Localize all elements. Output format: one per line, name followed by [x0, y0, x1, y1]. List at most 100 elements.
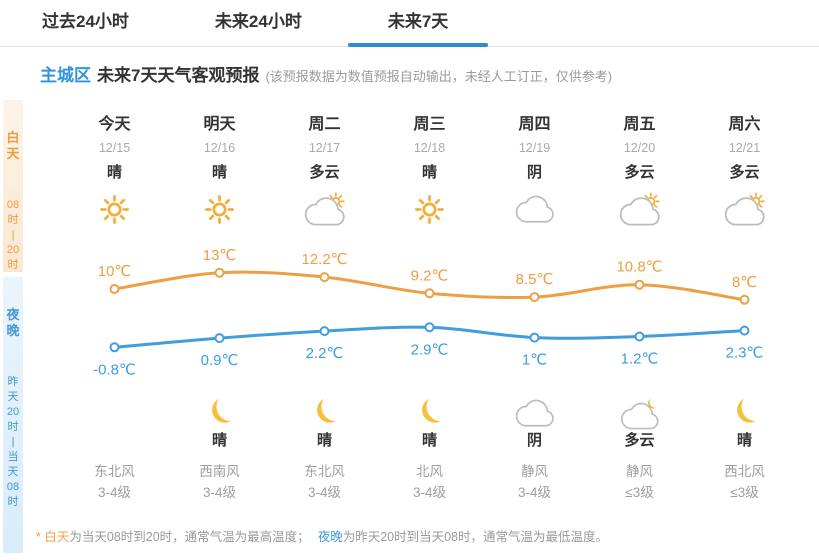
wind-direction: 西南风	[199, 464, 240, 479]
daytime-hours: 08 时 | 20 时	[6, 199, 20, 271]
day-forecast-row: 今天 12/15 晴 明天 12/16 晴 周二 12/17 多云 周三 12/…	[62, 101, 797, 233]
tab-past-24h[interactable]: 过去24小时	[42, 12, 129, 31]
sun-icon	[203, 191, 236, 227]
wind-level: 3-4级	[97, 485, 131, 500]
tab-next-24h[interactable]: 未来24小时	[214, 12, 302, 31]
temp-point	[529, 332, 540, 343]
moon-icon	[418, 397, 442, 429]
wind-level: ≤3级	[625, 485, 654, 500]
day-date: 12/20	[623, 141, 656, 155]
cloud-icon	[515, 191, 555, 227]
temp-point	[739, 325, 750, 336]
temp-label: 1.2℃	[621, 351, 659, 368]
forecast-column-day: 周六 12/21 多云	[692, 101, 797, 233]
temp-label: 9.2℃	[411, 267, 449, 284]
forecast-column-night: 晴 北风 3-4级	[377, 397, 482, 502]
temp-label: 2.2℃	[306, 345, 344, 362]
day-name: 今天	[98, 116, 131, 133]
daytime-label: 白 天	[6, 130, 20, 161]
wind-level: 3-4级	[412, 485, 446, 500]
night-label: 夜 晚	[6, 307, 20, 338]
cloud-sun-icon	[724, 191, 766, 227]
day-name: 周二	[308, 116, 341, 133]
forecast-column-day: 今天 12/15 晴	[62, 101, 167, 233]
temp-label: 2.3℃	[726, 345, 764, 362]
night-forecast-row: 东北风 3-4级 晴 西南风 3-4级 晴 东北风 3-4级 晴 北风 3-4级…	[62, 397, 797, 502]
sidebar-night-section: 夜 晚 昨 天 20 时 | 当 天 08 时	[3, 277, 23, 553]
forecast-column-day: 周四 12/19 阴	[482, 101, 587, 233]
cloud-moon-icon	[619, 397, 661, 429]
temp-label: 10.8℃	[616, 259, 662, 276]
temp-label: 13℃	[203, 247, 237, 264]
night-condition: 晴	[316, 432, 332, 449]
forecast-column-night: 多云 静风 ≤3级	[587, 397, 692, 502]
day-date: 12/17	[308, 141, 341, 155]
temp-point	[739, 294, 750, 305]
day-name: 周六	[728, 116, 761, 133]
sun-icon	[98, 191, 131, 227]
temperature-chart: 10℃ 13℃ 12.2℃ 9.2℃ 8.5℃ 10.8℃ 8℃ -0.8℃ 0.9℃ 2.2℃ 2…	[62, 233, 797, 397]
temp-point	[424, 288, 435, 299]
forecast-column-night: 东北风 3-4级	[62, 397, 167, 502]
wind-direction: 东北风	[304, 464, 345, 479]
day-date: 12/15	[98, 141, 131, 155]
wind-direction: 静风	[521, 464, 548, 479]
forecast-column-night: 晴 西南风 3-4级	[167, 397, 272, 502]
day-condition: 多云	[309, 164, 340, 181]
cloud-icon	[515, 397, 555, 429]
day-condition: 晴	[211, 164, 227, 181]
footnote-day-text: 为当天08时到20时，通常气温为最高温度；	[69, 530, 310, 544]
wind-level: ≤3级	[730, 485, 759, 500]
temp-label: -0.8℃	[93, 361, 136, 378]
wind-direction: 西北风	[724, 464, 765, 479]
night-condition: 晴	[211, 432, 227, 449]
page-title: 未来7天天气客观预报	[97, 66, 260, 85]
footnote: * 白天为当天08时到20时，通常气温为最高温度； 夜晚为昨天20时到当天08时，…	[36, 526, 819, 545]
wind-level: 3-4级	[202, 485, 236, 500]
wind-direction: 东北风	[94, 464, 135, 479]
moon-icon	[208, 397, 232, 429]
temp-point	[319, 272, 330, 283]
forecast-column-night: 晴 西北风 ≤3级	[692, 397, 797, 502]
day-condition: 阴	[526, 164, 542, 181]
temp-point	[424, 322, 435, 333]
forecast-column-night: 阴 静风 3-4级	[482, 397, 587, 502]
temp-point	[214, 333, 225, 344]
temp-label: 12.2℃	[301, 251, 347, 268]
wind-level: 3-4级	[517, 485, 551, 500]
forecast-column-day: 周三 12/18 晴	[377, 101, 482, 233]
footnote-day-label: 白天	[44, 530, 70, 544]
forecast-column-day: 周二 12/17 多云	[272, 101, 377, 233]
night-condition: 多云	[624, 432, 655, 449]
day-condition: 多云	[624, 164, 655, 181]
day-condition: 晴	[421, 164, 437, 181]
wind-direction: 静风	[626, 464, 653, 479]
wind-direction: 北风	[416, 464, 443, 479]
forecast-column-day: 明天 12/16 晴	[167, 101, 272, 233]
day-name: 周四	[518, 116, 551, 133]
tab-next-7days[interactable]: 未来7天	[388, 0, 448, 46]
temp-point	[529, 292, 540, 303]
temp-label: 2.9℃	[411, 341, 449, 358]
temp-point	[109, 284, 120, 294]
forecast-column-night: 晴 东北风 3-4级	[272, 397, 377, 502]
day-name: 周五	[623, 116, 656, 133]
temp-point	[319, 326, 330, 337]
temp-label: 1℃	[522, 352, 547, 369]
day-date: 12/19	[518, 141, 551, 155]
temp-point	[109, 342, 120, 353]
day-name: 明天	[203, 116, 236, 133]
moon-icon	[733, 397, 757, 429]
temp-point	[214, 267, 225, 278]
day-condition: 晴	[106, 164, 122, 181]
temp-label: 8.5℃	[516, 271, 554, 288]
moon-icon	[313, 397, 337, 429]
forecast-disclaimer: (该预报数据为数值预报自动输出，未经人工订正，仅供参考)	[265, 69, 613, 84]
page-header: 主城区 未来7天天气客观预报 (该预报数据为数值预报自动输出，未经人工订正，仅供参考…	[0, 47, 819, 101]
temp-label: 0.9℃	[201, 352, 239, 369]
cloud-sun-icon	[619, 191, 661, 227]
footnote-night-text: 为昨天20时到当天08时，通常气温为最低温度。	[342, 530, 609, 544]
cloud-sun-icon	[304, 191, 346, 227]
footnote-asterisk: *	[36, 530, 41, 544]
day-date: 12/21	[728, 141, 761, 155]
